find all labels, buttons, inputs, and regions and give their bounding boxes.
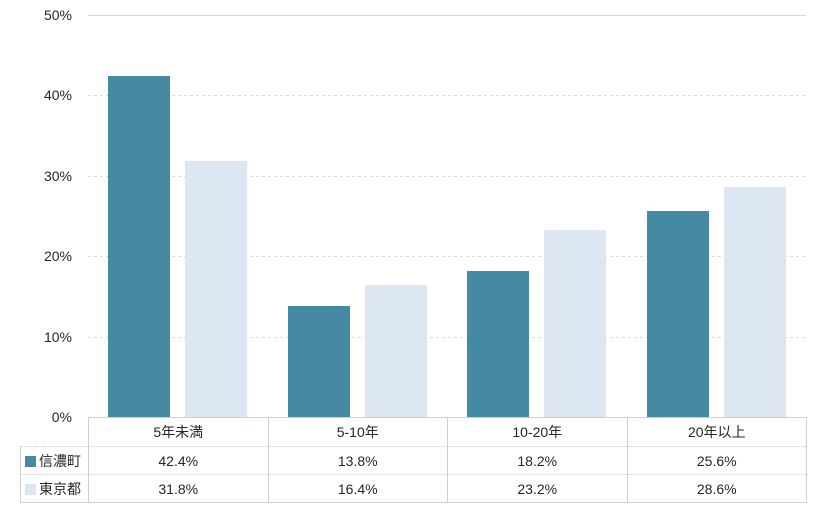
value-cell: 28.6% — [626, 474, 807, 503]
value-cell: 13.8% — [267, 446, 448, 475]
value-cell: 42.4% — [88, 446, 269, 475]
value-cell: 25.6% — [626, 446, 807, 475]
category-header-cell: 5年未満 — [88, 417, 269, 447]
data-table: 5年未満 5-10年 10-20年 20年以上 信濃町 42.4% 13.8% 18.2% 2… — [20, 417, 807, 503]
legend-cell: 東京都 — [20, 474, 89, 503]
category-header-cell: 20年以上 — [626, 417, 807, 447]
y-tick-label: 20% — [43, 248, 72, 265]
plot-area — [88, 15, 806, 417]
table-corner-cell — [20, 417, 89, 447]
legend-marker-icon — [25, 455, 36, 467]
legend-cell: 信濃町 — [20, 446, 89, 475]
value-cell: 23.2% — [447, 474, 628, 503]
gridline-40% — [88, 95, 806, 97]
legend-label: 東京都 — [39, 480, 81, 497]
gridline-50% — [88, 15, 806, 16]
bar-series1-cat3 — [467, 270, 530, 417]
legend-marker-icon — [25, 483, 36, 495]
bar-series2-cat4 — [723, 187, 786, 417]
bar-series1-cat2 — [287, 306, 350, 417]
bar-series2-cat3 — [544, 230, 607, 417]
y-tick-label: 30% — [43, 167, 72, 184]
table-row: 信濃町 42.4% 13.8% 18.2% 25.6% — [20, 446, 807, 475]
y-tick-label: 10% — [43, 328, 72, 345]
data-table-head-row: 5年未満 5-10年 10-20年 20年以上 — [20, 417, 807, 447]
table-row: 東京都 31.8% 16.4% 23.2% 28.6% — [20, 474, 807, 503]
bar-series1-cat1 — [108, 76, 171, 417]
y-tick-label: 50% — [43, 7, 72, 23]
data-table-body: 信濃町 42.4% 13.8% 18.2% 25.6% 東京都 31.8% 16.4% 23.2… — [20, 446, 807, 503]
value-cell: 16.4% — [267, 474, 448, 503]
y-tick-label: 40% — [43, 87, 72, 104]
bar-series2-cat2 — [364, 285, 427, 417]
bar-series1-cat4 — [646, 211, 709, 417]
category-header-cell: 5-10年 — [267, 417, 448, 447]
category-header-cell: 10-20年 — [447, 417, 628, 447]
value-cell: 18.2% — [447, 446, 628, 475]
value-cell: 31.8% — [88, 474, 269, 503]
legend-label: 信濃町 — [39, 452, 81, 469]
bar-series2-cat1 — [185, 161, 248, 417]
